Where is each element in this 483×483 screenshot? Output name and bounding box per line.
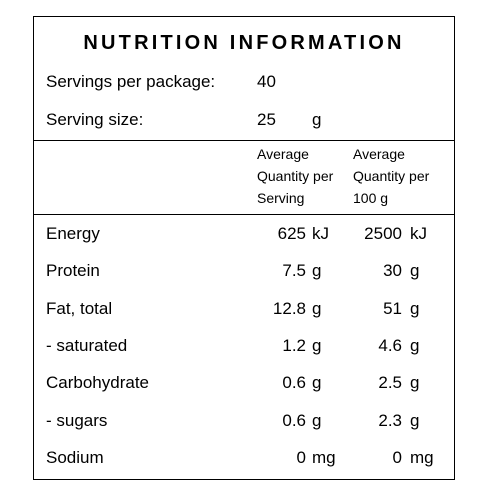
nutrient-name: Fat, total bbox=[46, 298, 113, 318]
per-serving-value: 0.6 bbox=[282, 410, 306, 430]
per-serving-unit: g bbox=[312, 335, 322, 355]
per-100g-unit: kJ bbox=[410, 224, 427, 243]
per-serving-unit: g bbox=[312, 261, 322, 281]
per-100g-value: 2.5 bbox=[378, 373, 402, 393]
nutrient-name: Sodium bbox=[46, 447, 104, 467]
per-100g-unit: g bbox=[410, 410, 420, 430]
serving-size-unit: g bbox=[312, 110, 322, 129]
per-serving-value: 625 bbox=[277, 224, 306, 243]
per-serving-value: 1.2 bbox=[282, 335, 306, 355]
per-serving-unit: mg bbox=[312, 447, 336, 467]
per-100g-value: 51 bbox=[383, 298, 402, 318]
serving-size-value: 25 bbox=[257, 110, 276, 129]
column-header: Average Quantity per 100 g bbox=[353, 146, 430, 206]
per-serving-value: 0.6 bbox=[282, 373, 306, 393]
nutrient-name: Energy bbox=[46, 224, 100, 243]
divider bbox=[33, 140, 455, 141]
servings-label: Servings per package: bbox=[46, 72, 216, 91]
per-serving-value: 0 bbox=[296, 447, 306, 467]
per-100g-value: 2500 bbox=[364, 224, 402, 243]
per-serving-value: 7.5 bbox=[282, 261, 306, 281]
servings-value: 40 bbox=[257, 72, 276, 91]
per-serving-unit: g bbox=[312, 373, 322, 393]
divider bbox=[33, 214, 455, 215]
per-100g-unit: g bbox=[410, 335, 420, 355]
per-100g-value: 0 bbox=[392, 447, 402, 467]
serving-size-label: Serving size: bbox=[46, 110, 144, 129]
nutrient-name: Protein bbox=[46, 261, 100, 281]
column-header: Average Quantity per Serving bbox=[257, 146, 334, 206]
per-100g-value: 2.3 bbox=[378, 410, 402, 430]
title: NUTRITION INFORMATION bbox=[83, 32, 405, 54]
panel-border bbox=[33, 16, 455, 480]
per-serving-unit: kJ bbox=[312, 224, 329, 243]
per-100g-unit: g bbox=[410, 298, 420, 318]
nutrient-name: - saturated bbox=[46, 335, 128, 355]
nutrient-name: Carbohydrate bbox=[46, 373, 150, 393]
per-serving-unit: g bbox=[312, 298, 322, 318]
per-100g-unit: mg bbox=[410, 447, 434, 467]
nutrient-name: - sugars bbox=[46, 410, 108, 430]
per-100g-unit: g bbox=[410, 373, 420, 393]
per-100g-unit: g bbox=[410, 261, 420, 281]
per-serving-unit: g bbox=[312, 410, 322, 430]
per-100g-value: 4.6 bbox=[378, 335, 402, 355]
per-serving-value: 12.8 bbox=[272, 298, 306, 318]
per-100g-value: 30 bbox=[383, 261, 402, 281]
